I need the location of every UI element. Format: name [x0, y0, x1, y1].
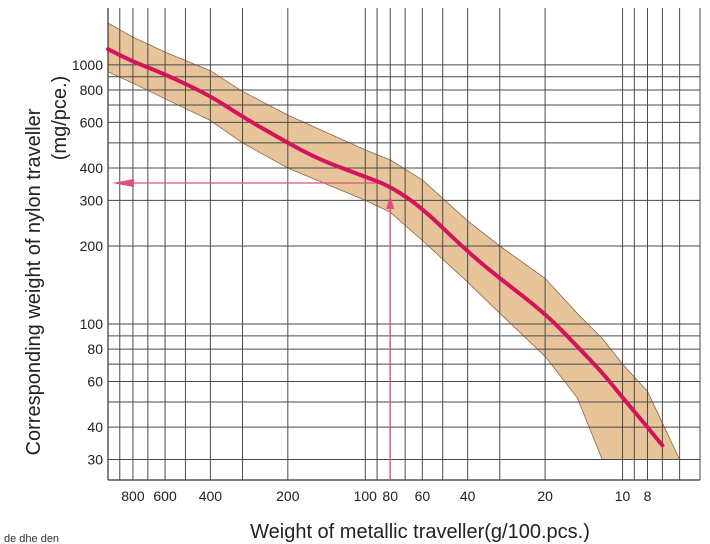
x-tick-label: 80: [382, 488, 398, 504]
y-axis-title-line2: (mg/pce.): [49, 76, 71, 160]
y-tick-label: 60: [87, 373, 103, 389]
x-axis-title: Weight of metallic traveller(g/100.pcs.): [250, 521, 590, 543]
x-tick-label: 10: [615, 488, 631, 504]
y-tick-label: 300: [80, 192, 104, 208]
annotation-up-arrowhead: [386, 195, 395, 210]
x-tick-label: 60: [415, 488, 431, 504]
x-tick-label: 20: [537, 488, 553, 504]
annotation-left-arrowhead: [112, 179, 134, 188]
y-tick-label: 800: [80, 82, 104, 98]
y-tick-label: 200: [80, 238, 104, 254]
y-tick-label: 600: [80, 114, 104, 130]
x-tick-label: 100: [354, 488, 378, 504]
x-tick-label: 200: [276, 488, 300, 504]
series-layer: [106, 47, 665, 448]
y-axis-title-line1: Corresponding weight of nylon traveller: [23, 108, 45, 455]
x-tick-label: 400: [199, 488, 223, 504]
x-tick-label: 800: [121, 488, 145, 504]
x-tick-label: 40: [460, 488, 476, 504]
tolerance-band-layer: [107, 22, 681, 460]
y-tick-label: 1000: [72, 57, 103, 73]
y-tick-label: 30: [87, 451, 103, 467]
x-tick-label: 600: [153, 488, 177, 504]
y-tick-label: 80: [87, 341, 103, 357]
y-tick-label: 400: [80, 160, 104, 176]
grid-layer: [107, 8, 701, 481]
tolerance-band: [107, 22, 681, 460]
annotation-layer: [112, 179, 395, 480]
cropped-footer-text: de dhe den: [4, 533, 59, 544]
y-tick-label: 100: [80, 316, 104, 332]
y-tick-label: 40: [87, 419, 103, 435]
x-tick-label: 8: [644, 488, 652, 504]
tick-label-layer: 800 600 400 200 100 80 60 40 20 10 810008006004003…: [72, 57, 652, 504]
series-line-0: [106, 47, 665, 448]
